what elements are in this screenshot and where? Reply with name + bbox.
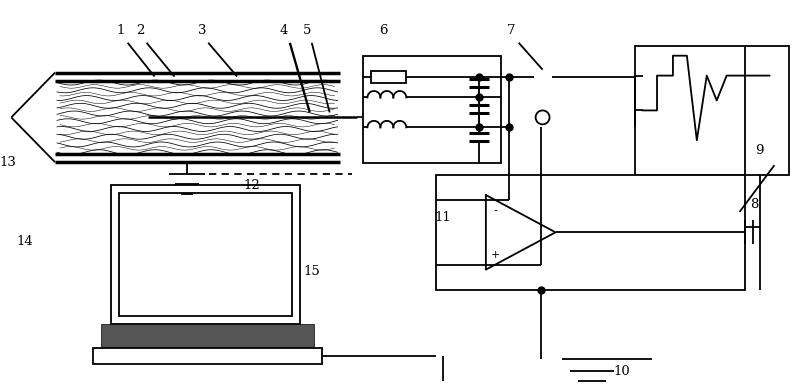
Bar [93,348,322,364]
Bar [436,175,745,289]
Bar [101,324,314,348]
Text: 13: 13 [0,156,17,169]
Text: 1: 1 [117,25,125,37]
Text: 10: 10 [614,364,630,378]
Bar [110,185,300,324]
Text: 12: 12 [244,179,261,191]
Text: 3: 3 [198,25,206,37]
Text: 4: 4 [280,25,288,37]
Bar [635,46,790,175]
Bar [363,56,501,163]
Bar [118,193,292,316]
Text: 7: 7 [506,25,515,37]
Text: 6: 6 [379,25,388,37]
Text: 14: 14 [17,235,34,248]
Text: 15: 15 [303,265,320,278]
Text: 8: 8 [750,198,758,212]
Text: +: + [491,250,501,260]
Bar [371,71,406,82]
Text: 5: 5 [302,25,311,37]
Text: 11: 11 [434,211,451,224]
Text: 9: 9 [755,144,764,157]
Text: 2: 2 [137,25,145,37]
Text: -: - [494,205,498,215]
